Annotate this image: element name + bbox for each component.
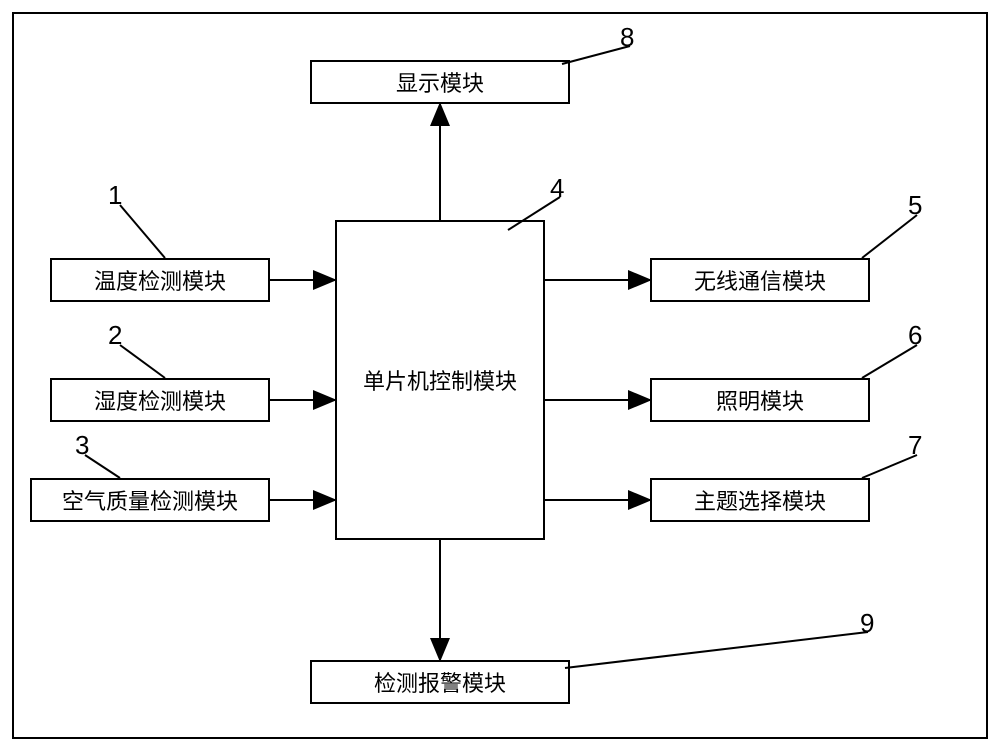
node-temp-label: 温度检测模块 bbox=[94, 264, 226, 296]
node-wireless: 无线通信模块 bbox=[650, 258, 870, 302]
num-7: 7 bbox=[908, 430, 922, 461]
node-air: 空气质量检测模块 bbox=[30, 478, 270, 522]
node-mcu: 单片机控制模块 bbox=[335, 220, 545, 540]
node-light-label: 照明模块 bbox=[716, 384, 804, 416]
node-theme: 主题选择模块 bbox=[650, 478, 870, 522]
node-temp: 温度检测模块 bbox=[50, 258, 270, 302]
num-5: 5 bbox=[908, 190, 922, 221]
node-air-label: 空气质量检测模块 bbox=[62, 484, 238, 516]
node-alarm-label: 检测报警模块 bbox=[374, 666, 506, 698]
node-humid: 湿度检测模块 bbox=[50, 378, 270, 422]
num-2: 2 bbox=[108, 320, 122, 351]
node-display-label: 显示模块 bbox=[396, 66, 484, 98]
num-6: 6 bbox=[908, 320, 922, 351]
num-4: 4 bbox=[550, 173, 564, 204]
node-theme-label: 主题选择模块 bbox=[694, 484, 826, 516]
num-1: 1 bbox=[108, 180, 122, 211]
node-alarm: 检测报警模块 bbox=[310, 660, 570, 704]
node-mcu-label: 单片机控制模块 bbox=[363, 364, 517, 396]
diagram-canvas: 显示模块 温度检测模块 湿度检测模块 空气质量检测模块 单片机控制模块 无线通信… bbox=[0, 0, 1000, 751]
num-8: 8 bbox=[620, 22, 634, 53]
num-3: 3 bbox=[75, 430, 89, 461]
node-display: 显示模块 bbox=[310, 60, 570, 104]
node-light: 照明模块 bbox=[650, 378, 870, 422]
node-wireless-label: 无线通信模块 bbox=[694, 264, 826, 296]
node-humid-label: 湿度检测模块 bbox=[94, 384, 226, 416]
num-9: 9 bbox=[860, 608, 874, 639]
